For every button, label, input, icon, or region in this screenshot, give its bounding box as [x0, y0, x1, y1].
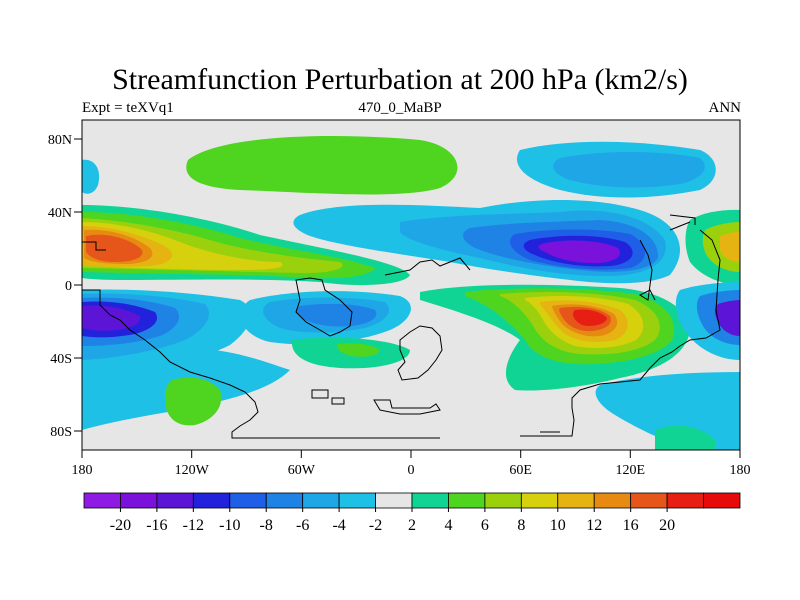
- east-negative-core: [715, 300, 740, 336]
- southern-ocean-positive: [655, 425, 715, 450]
- colorbar-label: 16: [623, 517, 639, 534]
- colorbar-label: 2: [408, 517, 416, 534]
- colorbar-swatch: [156, 492, 194, 509]
- y-tick-label: 40N: [48, 206, 72, 221]
- pacific-positive-core: [720, 232, 740, 262]
- experiment-label: Expt = teXVq1: [82, 100, 174, 116]
- west-negative-core: [82, 305, 141, 331]
- colorbar-swatch: [83, 492, 121, 509]
- contour-fields: [82, 136, 740, 450]
- y-tick-label: 80N: [48, 133, 72, 148]
- colorbar-label: 4: [444, 517, 452, 534]
- colorbar-label: -20: [110, 517, 131, 534]
- americas-coastline: [82, 241, 440, 439]
- y-tick-label: 80S: [50, 425, 72, 440]
- colorbar-label: -4: [332, 517, 345, 534]
- africa-coastline: [384, 257, 471, 381]
- colorbar-swatch: [703, 492, 741, 509]
- y-axis: [74, 138, 82, 432]
- colorbar-label: 20: [659, 517, 675, 534]
- south-pacific-positive: [165, 377, 222, 426]
- colorbar-swatch: [375, 492, 413, 509]
- coastlines: [82, 214, 721, 439]
- colorbar-swatch: [192, 492, 231, 509]
- x-axis: [81, 450, 741, 458]
- asia-coastline: [311, 214, 721, 437]
- colorbar-label: 12: [586, 517, 602, 534]
- colorbar-swatch: [229, 492, 267, 509]
- asia-negative-core: [538, 240, 620, 264]
- southern-ocean-negative: [595, 372, 740, 450]
- y-tick-label: 40S: [50, 352, 72, 367]
- x-tick-label: 120E: [616, 463, 646, 478]
- x-tick-label: 60E: [509, 463, 532, 478]
- colorbar-swatch: [448, 492, 486, 509]
- colorbar-swatch: [302, 492, 340, 509]
- plot-title: Streamfunction Perturbation at 200 hPa (…: [112, 63, 688, 96]
- colorbar-swatch: [338, 492, 376, 509]
- period-label: 470_0_MaBP: [358, 100, 442, 116]
- x-tick-label: 120W: [175, 463, 210, 478]
- south-atlantic-positive-core: [337, 343, 380, 357]
- y-tick-label: 0: [65, 279, 72, 294]
- x-tick-label: 180: [72, 463, 93, 478]
- colorbar-label: -16: [146, 517, 167, 534]
- colorbar-label: 6: [481, 517, 489, 534]
- colorbar-label: -10: [219, 517, 240, 534]
- west-positive-core: [86, 234, 143, 262]
- colorbar-label: 8: [517, 517, 525, 534]
- x-tick-label: 180: [730, 463, 751, 478]
- colorbar-swatch: [484, 492, 522, 509]
- colorbar-label: -6: [296, 517, 309, 534]
- map-panel: [81, 119, 741, 451]
- colorbar-label: -2: [369, 517, 382, 534]
- x-tick-label: 60W: [288, 463, 316, 478]
- colorbar-label: -8: [260, 517, 273, 534]
- colorbar: -20 -16 -12 -10 -8 -6 -4 -2 2 4 6 8 10 12 16 20: [83, 492, 741, 534]
- x-tick-label: 0: [408, 463, 415, 478]
- northeast-negative-inner: [553, 152, 705, 188]
- colorbar-swatch: [630, 492, 668, 509]
- colorbar-swatch: [411, 492, 449, 509]
- colorbar-label: 10: [550, 517, 566, 534]
- colorbar-swatch: [265, 492, 304, 509]
- colorbar-swatch: [120, 492, 158, 509]
- indian-positive-core: [573, 309, 607, 326]
- colorbar-swatch: [666, 492, 704, 509]
- nw-negative-patch: [82, 159, 100, 194]
- colorbar-swatch: [593, 492, 632, 509]
- colorbar-label: -12: [183, 517, 204, 534]
- central-south-negative-core: [296, 303, 377, 327]
- colorbar-swatch: [520, 492, 559, 509]
- colorbar-swatch: [557, 492, 595, 509]
- north-positive-band: [186, 136, 458, 195]
- season-label: ANN: [708, 100, 742, 116]
